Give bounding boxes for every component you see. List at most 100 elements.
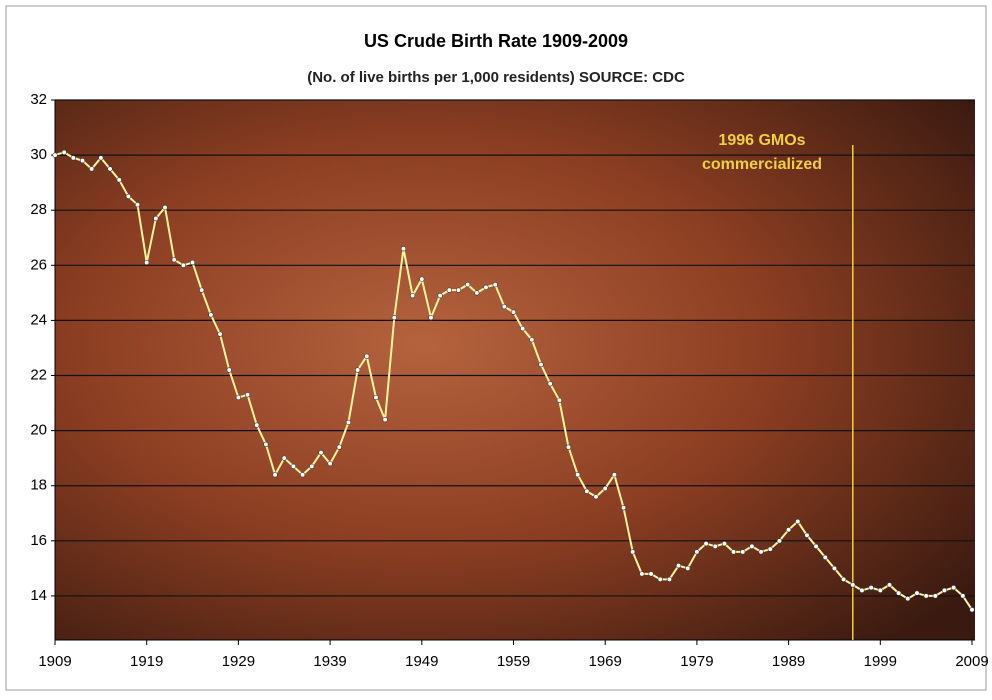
data-point — [236, 395, 241, 400]
x-tick-label: 1969 — [589, 653, 622, 670]
data-point — [841, 577, 846, 582]
data-point — [172, 257, 177, 262]
data-point — [685, 566, 690, 571]
data-point — [575, 472, 580, 477]
data-point — [731, 550, 736, 555]
data-point — [227, 368, 232, 373]
data-point — [649, 572, 654, 577]
data-point — [887, 583, 892, 588]
data-point — [869, 585, 874, 590]
data-point — [80, 158, 85, 163]
x-tick-label: 1999 — [864, 653, 897, 670]
data-point — [328, 461, 333, 466]
data-point — [337, 445, 342, 450]
y-tick-label: 20 — [30, 422, 47, 439]
data-point — [759, 550, 764, 555]
chart: US Crude Birth Rate 1909-2009 (No. of li… — [0, 0, 992, 695]
data-point — [181, 263, 186, 268]
data-point — [511, 310, 516, 315]
data-point — [108, 167, 113, 172]
x-tick-label: 2009 — [955, 653, 988, 670]
data-point — [795, 519, 800, 524]
data-point — [254, 423, 259, 428]
data-point — [621, 505, 626, 510]
data-point — [520, 326, 525, 331]
data-point — [126, 194, 131, 199]
data-point — [319, 450, 324, 455]
data-point — [71, 156, 76, 161]
data-point — [557, 398, 562, 403]
data-point — [410, 293, 415, 298]
chart-subtitle: (No. of live births per 1,000 residents)… — [307, 69, 685, 86]
data-point — [658, 577, 663, 582]
data-point — [135, 202, 140, 207]
data-point — [117, 178, 122, 183]
data-point — [814, 544, 819, 549]
data-point — [713, 544, 718, 549]
data-point — [190, 260, 195, 265]
data-point — [896, 591, 901, 596]
data-point — [951, 585, 956, 590]
data-point — [401, 246, 406, 251]
data-point — [163, 205, 168, 210]
x-tick-label: 1989 — [772, 653, 805, 670]
data-point — [750, 544, 755, 549]
data-point — [364, 354, 369, 359]
data-point — [548, 381, 553, 386]
data-point — [695, 550, 700, 555]
data-point — [640, 572, 645, 577]
data-point — [585, 489, 590, 494]
data-point — [906, 596, 911, 601]
y-tick-label: 30 — [30, 146, 47, 163]
data-point — [924, 594, 929, 599]
data-point — [484, 285, 489, 290]
data-point — [154, 216, 159, 221]
data-point — [942, 588, 947, 593]
y-tick-label: 14 — [30, 587, 47, 604]
data-point — [502, 304, 507, 309]
data-point — [383, 417, 388, 422]
data-point — [89, 167, 94, 172]
x-tick-label: 1909 — [38, 653, 71, 670]
data-point — [99, 156, 104, 161]
data-point — [447, 288, 452, 293]
data-point — [291, 464, 296, 469]
data-point — [961, 594, 966, 599]
data-point — [612, 472, 617, 477]
data-point — [603, 486, 608, 491]
data-point — [456, 288, 461, 293]
data-point — [475, 291, 480, 296]
data-point — [539, 362, 544, 367]
data-point — [309, 464, 314, 469]
x-tick-label: 1959 — [497, 653, 530, 670]
data-point — [218, 332, 223, 337]
data-point — [392, 315, 397, 320]
annotation-text: 1996 GMOs — [718, 132, 805, 149]
y-tick-label: 18 — [30, 477, 47, 494]
data-point — [768, 547, 773, 552]
data-point — [438, 293, 443, 298]
data-point — [676, 563, 681, 568]
data-point — [300, 472, 305, 477]
data-point — [860, 588, 865, 593]
data-point — [777, 539, 782, 544]
y-tick-label: 26 — [30, 256, 47, 273]
data-point — [53, 153, 58, 158]
data-point — [740, 550, 745, 555]
data-point — [465, 282, 470, 287]
annotation-text: commercialized — [702, 156, 822, 173]
x-tick-label: 1929 — [222, 653, 255, 670]
data-point — [420, 277, 425, 282]
data-point — [878, 588, 883, 593]
x-tick-label: 1939 — [313, 653, 346, 670]
data-point — [62, 150, 67, 155]
data-point — [209, 313, 214, 318]
x-tick-label: 1919 — [130, 653, 163, 670]
data-point — [273, 472, 278, 477]
x-tick-label: 1979 — [680, 653, 713, 670]
y-tick-label: 16 — [30, 532, 47, 549]
data-point — [722, 541, 727, 546]
plot-background — [55, 100, 975, 640]
data-point — [429, 315, 434, 320]
data-point — [832, 566, 837, 571]
